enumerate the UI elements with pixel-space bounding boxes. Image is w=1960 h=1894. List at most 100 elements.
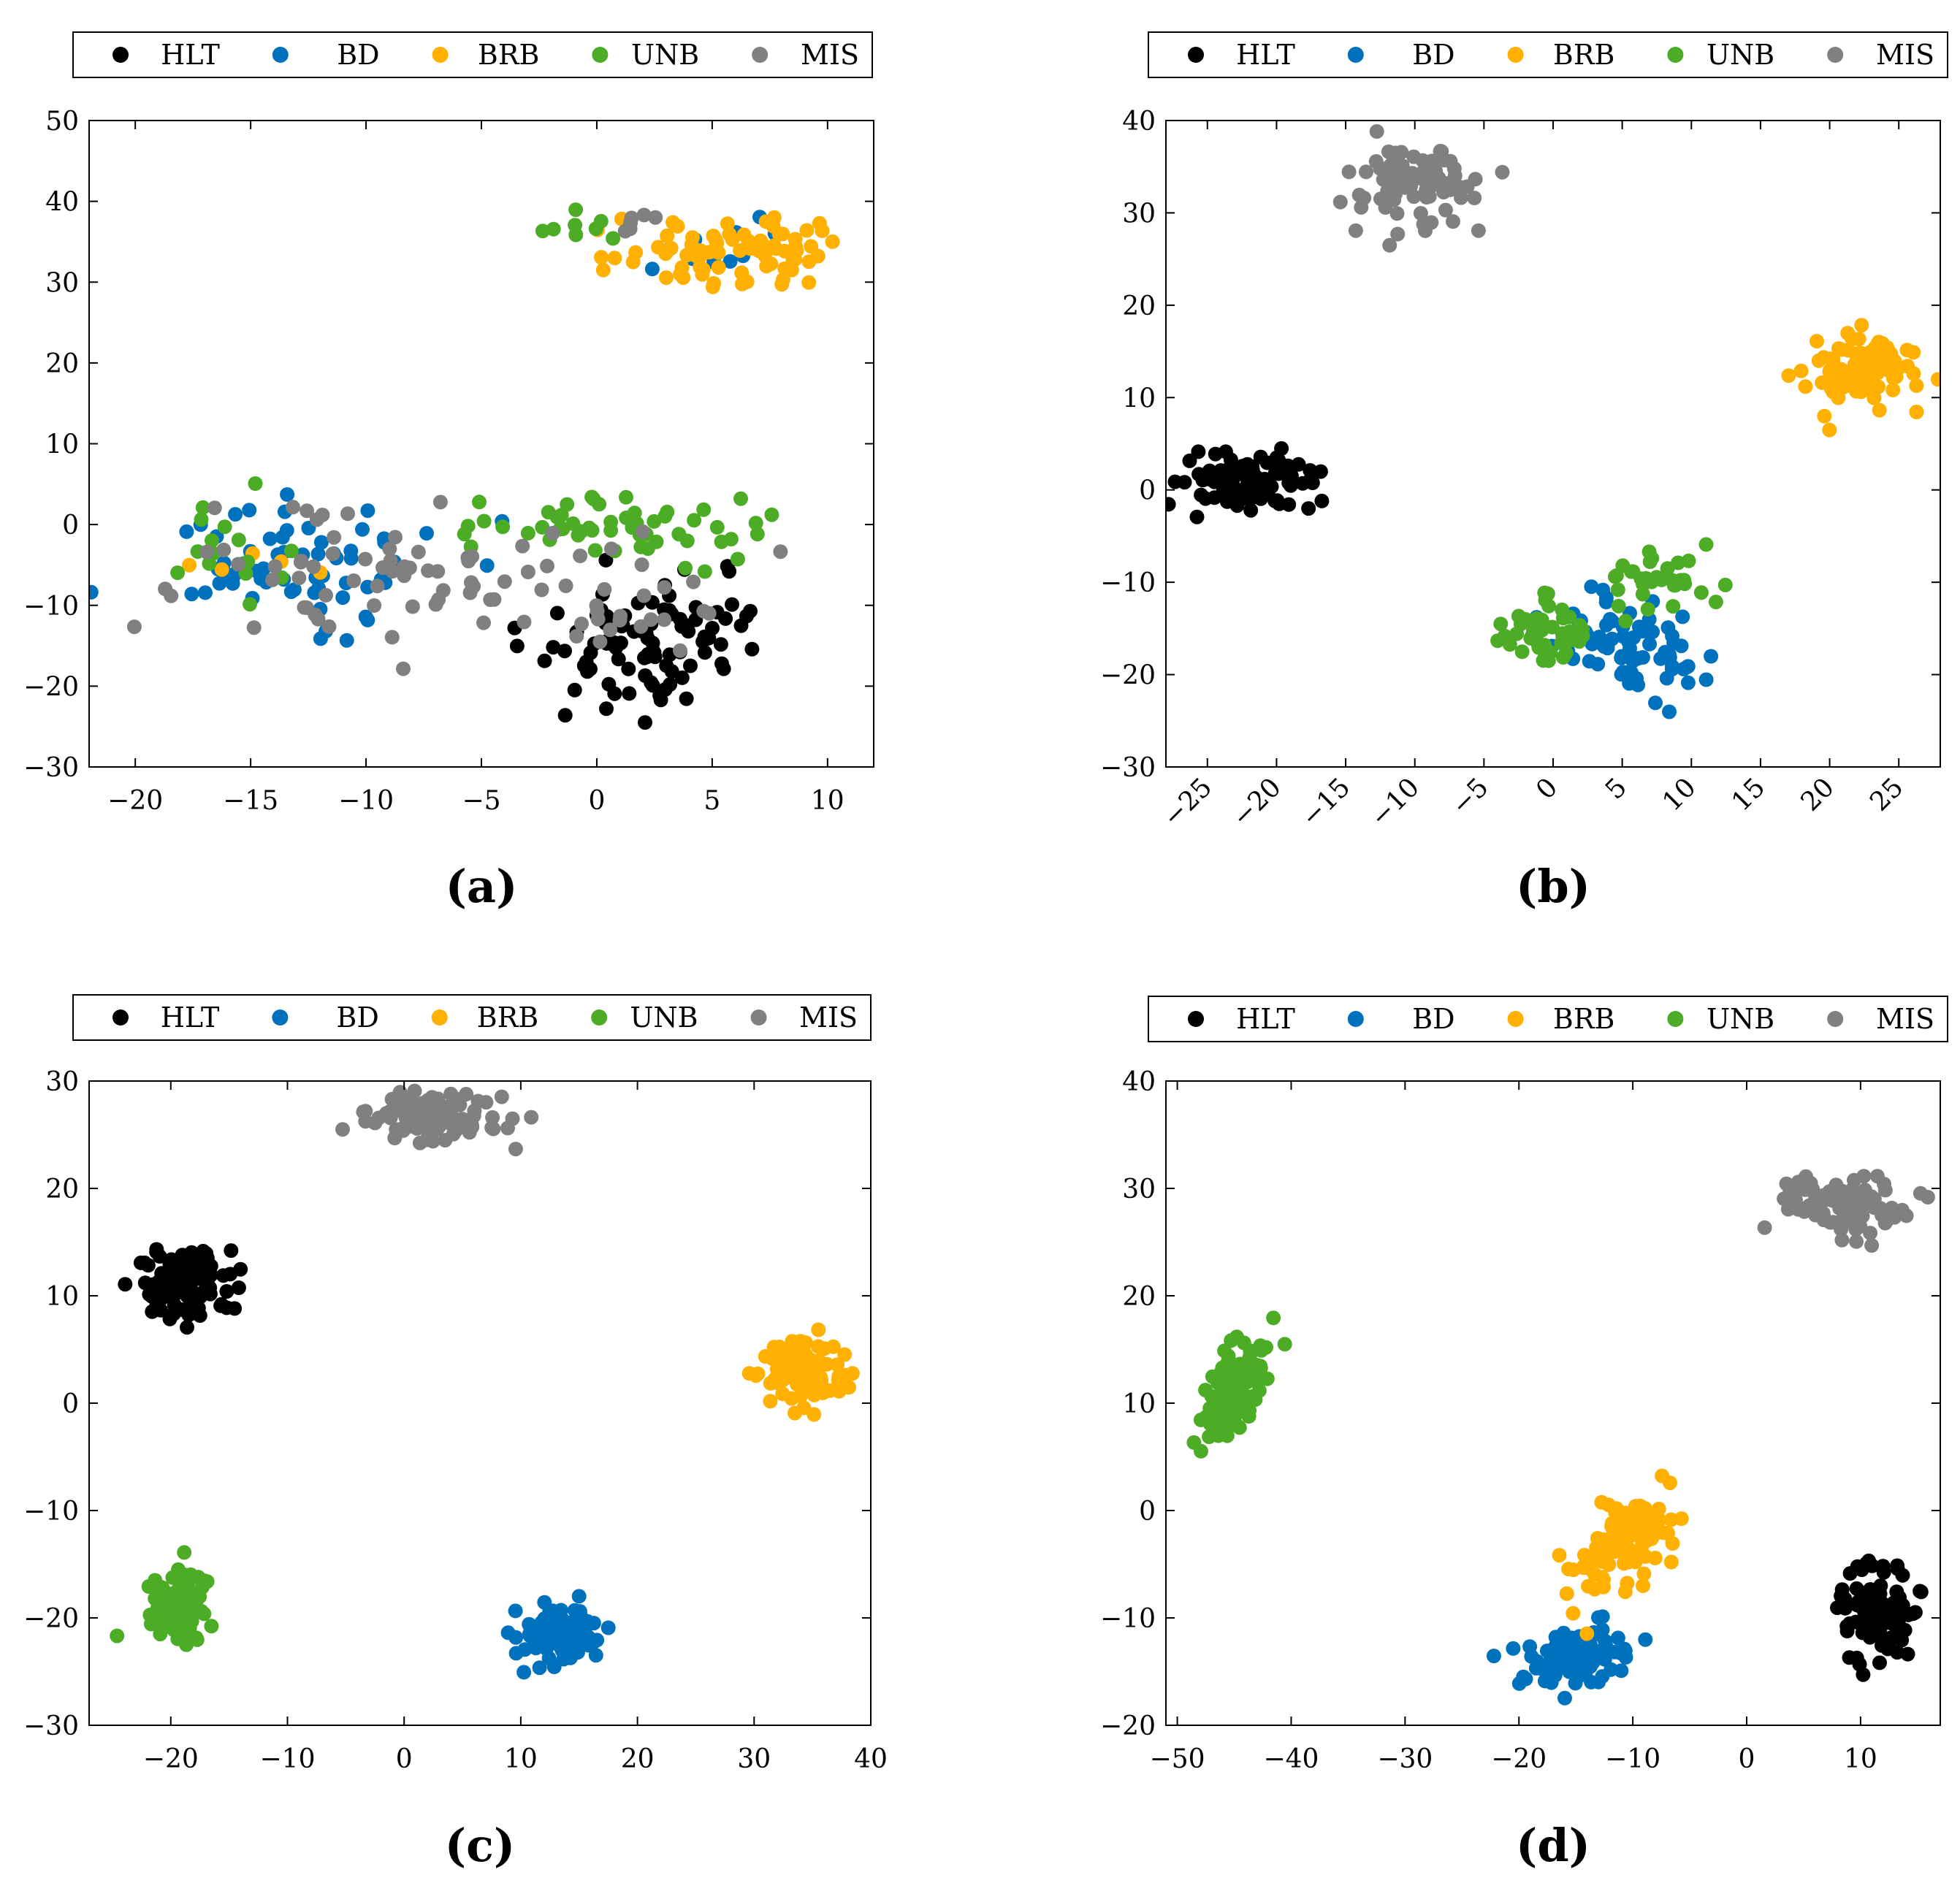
point-hlt	[1881, 1635, 1896, 1651]
legend-label-brb: BRB	[1553, 39, 1614, 71]
point-hlt	[611, 652, 626, 667]
legend-label-brb: BRB	[478, 39, 539, 71]
scatter-points	[89, 202, 840, 730]
point-bd	[286, 582, 302, 597]
point-hlt	[557, 644, 572, 659]
point-mis	[524, 1110, 539, 1125]
point-unb	[1717, 577, 1733, 592]
series-brb	[1552, 1468, 1689, 1641]
point-brb	[1823, 351, 1838, 367]
point-brb	[607, 251, 622, 266]
point-hlt	[153, 1302, 168, 1318]
point-mis	[648, 210, 663, 225]
point-brb	[1793, 363, 1809, 378]
legend-marker-hlt	[113, 1009, 129, 1026]
series-hlt	[118, 1242, 248, 1335]
point-mis	[1348, 223, 1363, 238]
point-hlt	[549, 606, 565, 621]
point-brb	[1620, 1576, 1635, 1591]
point-unb	[217, 519, 232, 535]
legend-label-mis: MIS	[1876, 1003, 1934, 1035]
point-hlt	[1913, 1584, 1928, 1599]
point-mis	[497, 574, 512, 589]
x-tick-label: 0	[396, 1744, 413, 1774]
point-brb	[1872, 402, 1887, 418]
legend-marker-mis	[1827, 1011, 1844, 1027]
point-bd	[1617, 1641, 1632, 1657]
point-brb	[801, 1365, 817, 1381]
point-hlt	[152, 1290, 167, 1305]
point-unb	[1538, 592, 1553, 608]
point-bd	[1592, 630, 1607, 646]
legend-label-unb: UNB	[1707, 1003, 1774, 1035]
series-mis	[335, 1083, 539, 1157]
point-unb	[1572, 618, 1587, 633]
point-brb	[1660, 1526, 1675, 1540]
legend-label-brb: BRB	[477, 1001, 538, 1034]
point-brb	[1594, 1494, 1609, 1510]
point-mis	[216, 542, 232, 557]
point-bd	[1584, 1674, 1599, 1689]
point-mis	[382, 541, 397, 557]
point-hlt	[231, 1280, 246, 1295]
point-hlt	[213, 1298, 229, 1313]
y-tick-label: −20	[1100, 661, 1156, 691]
legend-marker-bd	[1347, 47, 1364, 63]
panel-b: HLT BD BRB UNB MIS−25 −20 −15 −10 −5 0 5 10 15 20 25−3…	[1100, 31, 1948, 913]
x-tick-label: −50	[1150, 1744, 1205, 1774]
point-hlt	[1834, 1582, 1850, 1597]
point-brb	[1930, 372, 1940, 387]
point-unb	[495, 519, 511, 535]
point-bd	[89, 584, 99, 600]
scatter-points	[1186, 1169, 1935, 1706]
point-hlt	[1882, 1611, 1897, 1626]
point-mis	[430, 564, 446, 579]
point-hlt	[714, 656, 729, 671]
point-mis	[1849, 1234, 1864, 1249]
y-tick-label: −20	[23, 672, 79, 702]
point-brb	[1827, 362, 1842, 378]
y-tick-label: −10	[23, 592, 79, 622]
point-brb	[1622, 1548, 1637, 1563]
point-hlt	[1274, 441, 1289, 456]
point-mis	[300, 503, 315, 519]
series-hlt	[1166, 441, 1330, 524]
y-tick-label: 30	[1122, 1175, 1156, 1204]
point-brb	[1636, 1578, 1650, 1593]
point-unb	[1610, 582, 1625, 597]
point-unb	[647, 513, 662, 529]
point-hlt	[1856, 1593, 1871, 1608]
point-brb	[625, 254, 641, 270]
point-unb	[1554, 635, 1569, 651]
point-bd	[313, 631, 328, 646]
point-hlt	[1240, 457, 1255, 472]
point-mis	[388, 530, 403, 545]
point-brb	[1604, 1519, 1620, 1534]
point-mis	[574, 616, 589, 632]
point-brb	[1864, 347, 1879, 362]
point-mis	[465, 549, 480, 564]
point-mis	[1467, 191, 1482, 205]
point-hlt	[1313, 464, 1328, 479]
point-mis	[589, 598, 604, 614]
point-mis	[1877, 1183, 1893, 1198]
point-hlt	[601, 676, 617, 692]
point-unb	[1204, 1389, 1219, 1404]
point-brb	[1885, 382, 1901, 397]
point-hlt	[187, 1254, 202, 1269]
point-mis	[540, 558, 554, 573]
point-bd	[1635, 624, 1650, 639]
y-tick-label: 30	[1122, 199, 1156, 229]
y-tick-label: 20	[45, 349, 79, 379]
point-brb	[1833, 381, 1848, 397]
point-mis	[126, 619, 142, 635]
point-hlt	[1857, 1604, 1872, 1619]
point-brb	[782, 1351, 797, 1367]
point-mis	[1357, 191, 1372, 205]
point-mis	[340, 506, 355, 522]
point-brb	[804, 1353, 819, 1368]
point-hlt	[1892, 1630, 1907, 1646]
y-tick-label: 10	[45, 430, 79, 460]
x-tick-label: 10	[1844, 1744, 1877, 1774]
point-unb	[588, 221, 603, 237]
